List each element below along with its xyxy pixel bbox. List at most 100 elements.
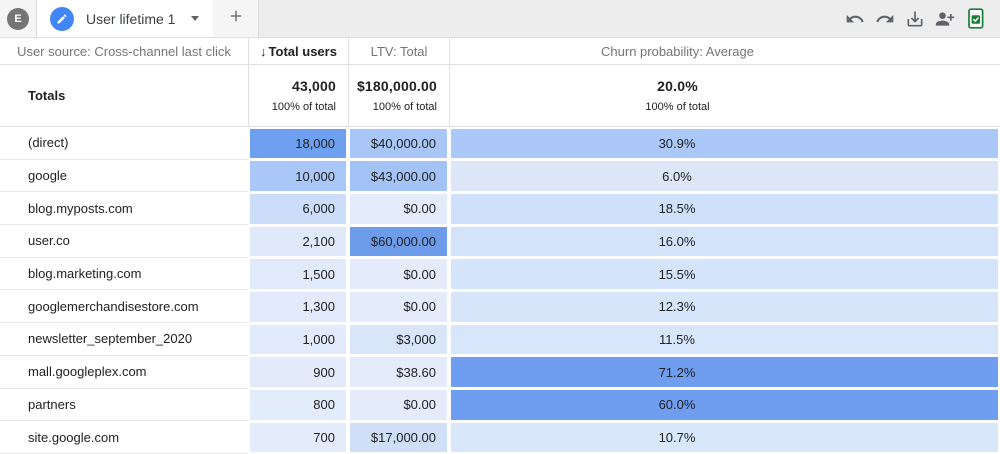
row-source-label: partners — [0, 389, 248, 422]
table-header-row: User source: Cross-channel last click ↓ T… — [0, 38, 1000, 65]
cell-total-users[interactable]: 6,000 — [248, 192, 348, 225]
totals-ltv: $180,000.00 100% of total — [348, 65, 449, 126]
cell-total-users[interactable]: 900 — [248, 356, 348, 389]
cell-total-users-value: 1,500 — [250, 259, 346, 289]
cell-churn[interactable]: 10.7% — [449, 421, 1000, 454]
cell-churn-value: 30.9% — [451, 128, 998, 159]
cell-churn[interactable]: 6.0% — [449, 160, 1000, 193]
cell-ltv[interactable]: $0.00 — [348, 192, 449, 225]
undo-button[interactable] — [840, 4, 870, 34]
tab-title: User lifetime 1 — [86, 10, 176, 27]
table-row[interactable]: partners 800 $0.00 60.0% — [0, 389, 1000, 422]
cell-ltv[interactable]: $43,000.00 — [348, 160, 449, 193]
row-source-label: googlemerchandisestore.com — [0, 290, 248, 324]
cell-total-users-value: 800 — [250, 390, 346, 420]
cell-total-users-value: 1,300 — [250, 291, 346, 322]
cell-ltv[interactable]: $60,000.00 — [348, 225, 449, 258]
cell-churn[interactable]: 12.3% — [449, 290, 1000, 323]
cell-ltv-value: $0.00 — [350, 291, 447, 322]
column-header-churn-probability[interactable]: Churn probability: Average — [449, 38, 1000, 64]
cell-total-users-value: 900 — [250, 357, 346, 387]
download-button[interactable] — [900, 4, 930, 34]
row-source-label: blog.myposts.com — [0, 192, 248, 226]
column-header-ltv-total[interactable]: LTV: Total — [348, 38, 449, 64]
sheets-export-icon — [966, 8, 985, 29]
account-avatar-button[interactable]: E — [0, 0, 37, 37]
add-tab-button[interactable] — [213, 0, 260, 37]
cell-total-users[interactable]: 2,100 — [248, 225, 348, 258]
edit-pencil-icon — [50, 6, 74, 31]
cell-ltv[interactable]: $0.00 — [348, 258, 449, 291]
table-row[interactable]: googlemerchandisestore.com 1,300 $0.00 12.3… — [0, 290, 1000, 324]
cell-ltv[interactable]: $38.60 — [348, 356, 449, 389]
table-row[interactable]: user.co 2,100 $60,000.00 16.0% — [0, 225, 1000, 258]
redo-button[interactable] — [870, 4, 900, 34]
cell-ltv-value: $0.00 — [350, 390, 447, 420]
download-icon — [905, 9, 925, 29]
table-row[interactable]: mall.googleplex.com 900 $38.60 71.2% — [0, 356, 1000, 389]
tab-user-lifetime[interactable]: User lifetime 1 — [37, 0, 214, 37]
avatar[interactable]: E — [7, 7, 29, 30]
cell-ltv-value: $38.60 — [350, 357, 447, 387]
table-row[interactable]: site.google.com 700 $17,000.00 10.7% — [0, 421, 1000, 454]
totals-churn: 20.0% 100% of total — [449, 65, 1000, 126]
cell-ltv[interactable]: $0.00 — [348, 290, 449, 323]
table-row[interactable]: newsletter_september_2020 1,000 $3,000 11.5… — [0, 323, 1000, 356]
column-header-user-source[interactable]: User source: Cross-channel last click — [17, 43, 231, 59]
table-row[interactable]: google 10,000 $43,000.00 6.0% — [0, 160, 1000, 193]
table-row[interactable]: (direct) 18,000 $40,000.00 30.9% — [0, 127, 1000, 160]
row-source-label: mall.googleplex.com — [0, 356, 248, 389]
cell-ltv-value: $3,000 — [350, 324, 447, 355]
plus-icon — [227, 7, 245, 30]
chevron-down-icon[interactable] — [191, 16, 200, 21]
cell-total-users[interactable]: 18,000 — [248, 127, 348, 160]
cell-total-users-value: 2,100 — [250, 226, 346, 257]
cell-ltv-value: $17,000.00 — [350, 422, 447, 453]
cell-churn[interactable]: 18.5% — [449, 192, 1000, 225]
toolbar-actions — [259, 0, 1000, 37]
cell-total-users-value: 18,000 — [250, 128, 346, 159]
cell-churn[interactable]: 11.5% — [449, 323, 1000, 356]
cell-churn[interactable]: 60.0% — [449, 389, 1000, 422]
cell-churn-value: 10.7% — [451, 422, 998, 453]
totals-label: Totals — [28, 88, 66, 103]
cell-ltv[interactable]: $40,000.00 — [348, 127, 449, 160]
undo-icon — [845, 9, 865, 29]
redo-icon — [875, 9, 895, 29]
table-body: (direct) 18,000 $40,000.00 30.9% google 10,00… — [0, 127, 1000, 454]
cell-churn-value: 60.0% — [451, 390, 998, 420]
cell-ltv[interactable]: $3,000 — [348, 323, 449, 356]
row-source-label: user.co — [0, 225, 248, 258]
row-source-label: (direct) — [0, 127, 248, 160]
topbar: E User lifetime 1 — [0, 0, 1000, 38]
cell-churn[interactable]: 71.2% — [449, 356, 1000, 389]
cell-total-users[interactable]: 1,500 — [248, 258, 348, 291]
cell-ltv-value: $0.00 — [350, 193, 447, 224]
cell-total-users[interactable]: 1,000 — [248, 323, 348, 356]
cell-churn-value: 6.0% — [451, 161, 998, 191]
cell-total-users[interactable]: 10,000 — [248, 160, 348, 193]
row-source-label: google — [0, 160, 248, 193]
cell-total-users-value: 700 — [250, 422, 346, 453]
cell-total-users[interactable]: 1,300 — [248, 290, 348, 323]
table-row[interactable]: blog.myposts.com 6,000 $0.00 18.5% — [0, 192, 1000, 226]
table-row[interactable]: blog.marketing.com 1,500 $0.00 15.5% — [0, 258, 1000, 291]
cell-ltv[interactable]: $17,000.00 — [348, 421, 449, 454]
cell-churn-value: 71.2% — [451, 357, 998, 387]
totals-total-users: 43,000 100% of total — [248, 65, 348, 126]
cell-churn[interactable]: 30.9% — [449, 127, 1000, 160]
cell-churn[interactable]: 15.5% — [449, 258, 1000, 291]
cell-total-users[interactable]: 700 — [248, 421, 348, 454]
column-header-total-users[interactable]: ↓ Total users — [248, 38, 348, 64]
cell-churn-value: 11.5% — [451, 324, 998, 355]
cell-churn[interactable]: 16.0% — [449, 225, 1000, 258]
cell-churn-value: 15.5% — [451, 259, 998, 289]
row-source-label: site.google.com — [0, 421, 248, 454]
export-sheets-button[interactable] — [960, 4, 990, 34]
row-source-label: blog.marketing.com — [0, 258, 248, 291]
share-users-button[interactable] — [930, 4, 960, 34]
cell-total-users[interactable]: 800 — [248, 389, 348, 422]
totals-row: Totals 43,000 100% of total $180,000.00 … — [0, 65, 1000, 127]
cell-ltv[interactable]: $0.00 — [348, 389, 449, 422]
